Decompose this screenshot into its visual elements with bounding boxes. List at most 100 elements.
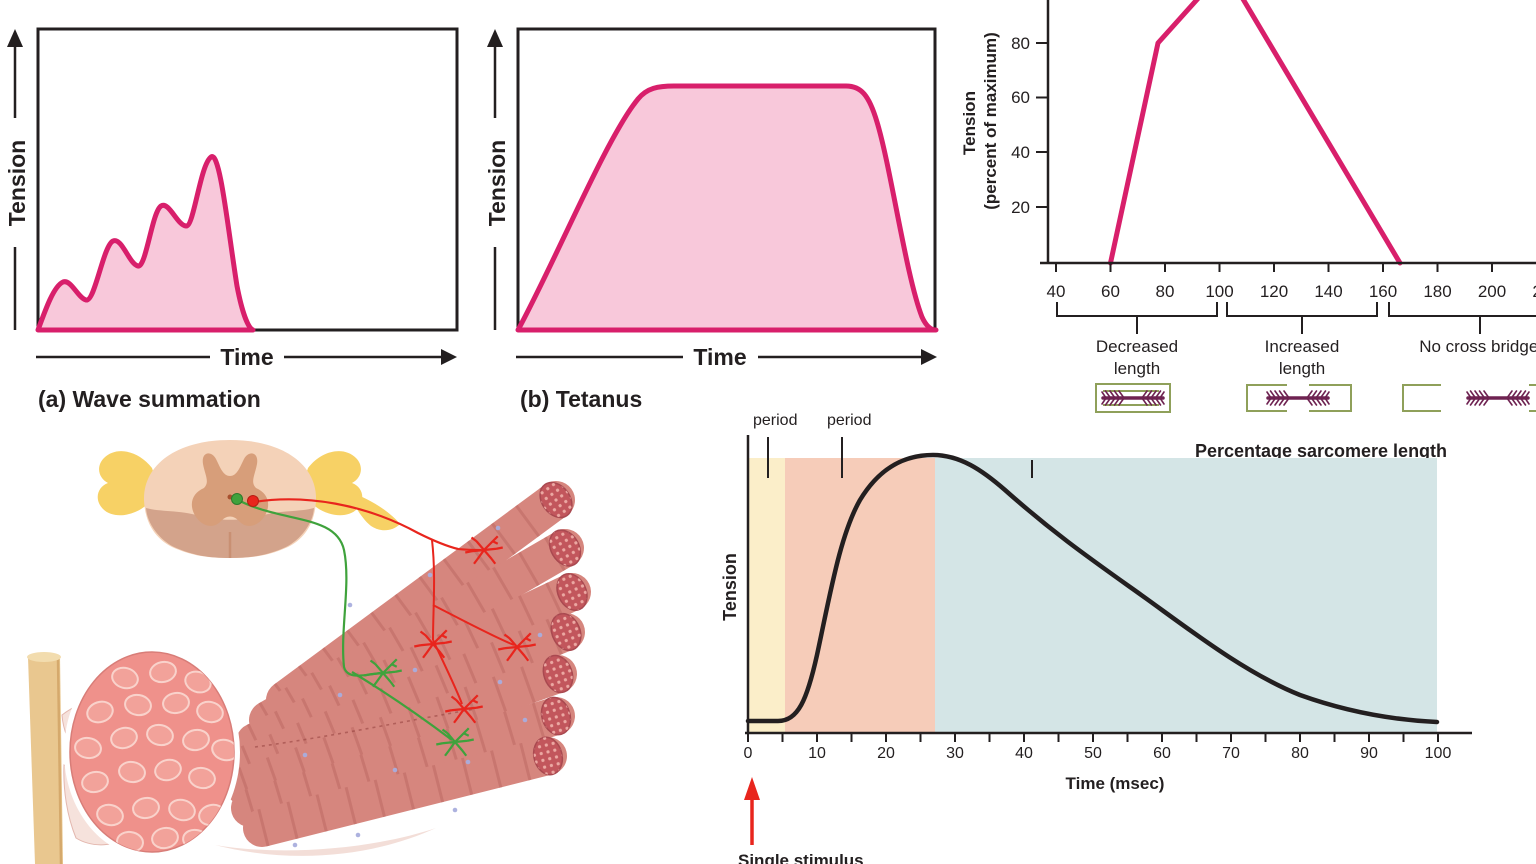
sarcomere-diagram-decreased xyxy=(1095,383,1171,413)
y-axis-label: Tension xyxy=(4,140,30,226)
panel-caption: (a) Wave summation xyxy=(38,386,261,412)
fiber-cut-face xyxy=(533,737,563,775)
muscle-fiber xyxy=(225,654,577,805)
green-axon xyxy=(237,499,381,677)
range-brackets: Decreased length Increased length No cro… xyxy=(1056,302,1536,378)
x-axis-title: Percentage sarcomere length xyxy=(1195,441,1447,461)
sarcomere-diagram-no-crossbridges xyxy=(1402,384,1536,412)
bracket-label: Increased xyxy=(1265,337,1340,356)
x-axis-label: Time xyxy=(220,344,273,370)
x-tick-label: 20 xyxy=(877,745,895,762)
period-pointer-ticks xyxy=(767,437,1033,478)
panel-twitch-myogram: period period 0 10 20 30 40 50 60 70 80 … xyxy=(720,412,1472,864)
y-axis-label-line1: Tension xyxy=(960,91,979,155)
fiber-cut-face xyxy=(543,655,573,693)
bracket-increased-length xyxy=(1226,302,1378,334)
period-label-2: period xyxy=(827,412,871,429)
bone xyxy=(27,652,63,864)
green-soma xyxy=(231,493,243,505)
y-axis-label-line2: (percent of maximum) xyxy=(981,32,1000,210)
x-tick-label: 40 xyxy=(1015,745,1033,762)
panel-length-tension: 80 60 40 20 Tension (percent of maximum)… xyxy=(960,0,1536,461)
muscle-fibers xyxy=(225,481,591,847)
x-tick-label: 100 xyxy=(1425,745,1452,762)
x-tick-label: 80 xyxy=(1156,282,1175,301)
bone-shading xyxy=(56,657,63,864)
y-axis-label: Tension xyxy=(720,553,740,621)
tendon-sheet xyxy=(215,828,436,856)
x-tick-label: 160 xyxy=(1369,282,1397,301)
x-axis-label: Time xyxy=(693,344,746,370)
fiber-cut-face xyxy=(551,613,581,651)
x-tick-label: 90 xyxy=(1360,745,1378,762)
fiber-nuclei xyxy=(292,525,543,848)
twitch-curve xyxy=(745,452,1440,725)
panel-wave-summation: Tension Time (a) Wave summation xyxy=(4,27,459,412)
bracket-decreased-length xyxy=(1056,302,1218,334)
x-tick-label: 30 xyxy=(946,745,964,762)
axes: 0 10 20 30 40 50 60 70 80 90 100 Time (m… xyxy=(720,435,1472,793)
twitch-phase-regions xyxy=(748,458,1437,733)
sarcomere-diagram-increased xyxy=(1246,384,1352,412)
red-axon-branch xyxy=(432,604,515,646)
y-tick-label: 40 xyxy=(1011,143,1030,162)
spinal-cord-section xyxy=(97,440,400,558)
x-tick-label: 140 xyxy=(1314,282,1342,301)
x-axis: 40 60 80 100 120 140 160 180 200 220 xyxy=(1040,261,1536,301)
y-tick-label: 60 xyxy=(1011,88,1030,107)
fiber-cut-face xyxy=(540,482,572,518)
right-arrowhead-icon xyxy=(921,349,937,365)
x-tick-label: 220 xyxy=(1532,282,1536,301)
y-axis: Tension xyxy=(4,29,30,330)
panel-tetanus: Tension Time (b) Tetanus xyxy=(484,27,939,412)
y-tick-label: 80 xyxy=(1011,34,1030,53)
relaxation-period-region xyxy=(935,458,1437,733)
y-tick-label: 20 xyxy=(1011,198,1030,217)
gray-matter-butterfly xyxy=(191,453,269,526)
bracket-label: No cross bridges xyxy=(1419,337,1536,356)
fascicle-seam xyxy=(254,708,476,748)
stimulus-label: Single stimulus xyxy=(738,851,864,864)
x-tick-label: 70 xyxy=(1222,745,1240,762)
panel-caption: (b) Tetanus xyxy=(520,386,642,412)
y-axis: 80 60 40 20 Tension (percent of maximum) xyxy=(960,0,1050,263)
x-tick-label: 40 xyxy=(1047,282,1066,301)
wave-summation-curve xyxy=(35,154,256,333)
length-tension-curve xyxy=(1108,0,1403,266)
x-tick-label: 0 xyxy=(744,745,753,762)
x-tick-marks xyxy=(747,733,1439,742)
bracket-label: length xyxy=(1279,359,1325,378)
x-axis-label: Time (msec) xyxy=(1066,774,1165,793)
x-tick-label: 100 xyxy=(1205,282,1233,301)
red-soma xyxy=(247,495,259,507)
up-arrowhead-icon xyxy=(487,29,503,47)
x-axis: Time xyxy=(516,344,937,370)
motor-neuron-red xyxy=(247,495,537,724)
green-axon-branch xyxy=(351,671,453,741)
bone-top xyxy=(27,652,61,662)
bracket-label: length xyxy=(1114,359,1160,378)
fiber-cut-face xyxy=(556,573,588,611)
stimulus-marker: Single stimulus xyxy=(738,777,864,864)
spinal-nerve xyxy=(350,492,400,531)
x-tick-label: 60 xyxy=(1153,745,1171,762)
y-tick-marks xyxy=(1036,42,1048,208)
muscle-cross-section xyxy=(64,646,240,858)
stimulus-arrowhead-icon xyxy=(744,777,760,800)
bracket-label: Decreased xyxy=(1096,337,1178,356)
red-axon-branch xyxy=(431,539,436,641)
x-tick-label: 180 xyxy=(1423,282,1451,301)
x-tick-label: 60 xyxy=(1101,282,1120,301)
muscle-fiber xyxy=(249,529,584,739)
muscle-fiber xyxy=(243,736,567,847)
tetanus-curve xyxy=(515,83,939,333)
fiber-cut-face xyxy=(549,530,581,566)
red-axon xyxy=(253,498,459,551)
x-tick-label: 120 xyxy=(1260,282,1288,301)
y-axis-label: Tension xyxy=(484,140,510,226)
x-tick-label: 80 xyxy=(1291,745,1309,762)
bracket-no-cross-bridges xyxy=(1388,302,1536,334)
period-label-1: period xyxy=(753,412,797,429)
x-tick-label: 50 xyxy=(1084,745,1102,762)
